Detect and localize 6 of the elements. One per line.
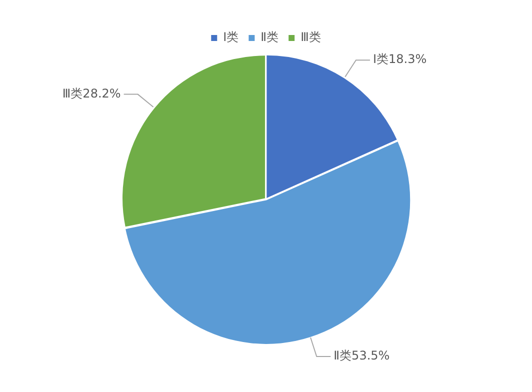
data-label: Ⅱ类53.5% <box>334 348 390 363</box>
legend-label: Ⅲ类 <box>300 30 321 44</box>
data-label: Ⅲ类28.2% <box>62 86 121 100</box>
legend-label: Ⅱ类 <box>260 30 279 44</box>
data-label: Ⅰ类18.3% <box>372 52 427 66</box>
legend-label: Ⅰ类 <box>223 30 239 44</box>
